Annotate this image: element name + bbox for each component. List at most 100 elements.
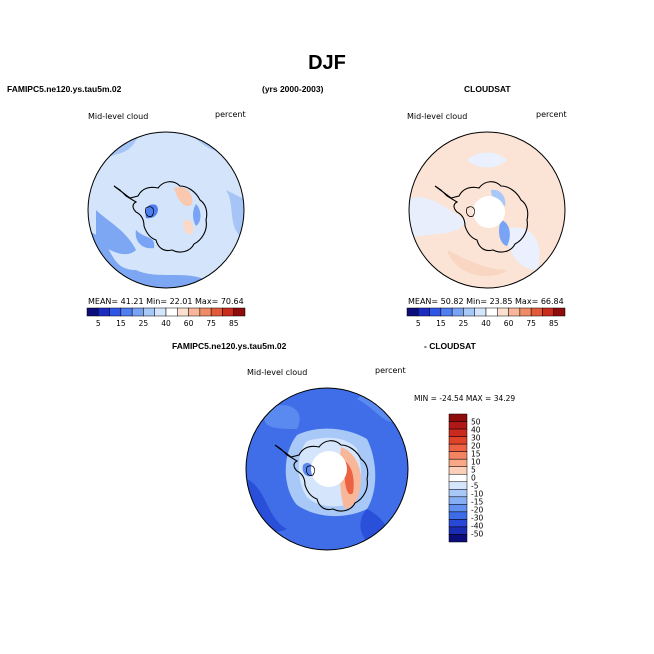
obs-max-value: 66.84 [540,297,564,306]
colorbar-tick-label: 40 [161,319,171,328]
colorbar-swatch [448,451,468,460]
colorbar-swatch [165,307,178,317]
colorbar-swatch [474,307,487,317]
obs-units-label: percent [536,110,567,119]
colorbar-tick-label: 15 [116,319,126,328]
colorbar-swatch [530,307,543,317]
map-fill-region [507,227,540,270]
colorbar-swatch [497,307,509,317]
colorbar-swatch [519,307,532,317]
colorbar-swatch [448,519,468,528]
colorbar-tick-label: 40 [471,426,481,435]
colorbar-tick-label: 5 [416,319,421,328]
colorbar-tick-label: -40 [471,522,483,531]
obs-stats: MEAN= 50.82 Min= 23.85 Max= 66.84 [408,297,564,306]
colorbar-tick-label: 85 [229,319,239,328]
header-years: (yrs 2000-2003) [262,84,324,94]
colorbar-swatch [86,307,99,317]
colorbar-swatch [448,413,468,422]
colorbar-tick-label: 75 [206,319,216,328]
obs-polar-map [408,131,566,289]
colorbar-swatch [109,307,122,317]
colorbar-swatch [448,489,468,498]
page-title: DJF [308,52,346,74]
map-boundary [408,131,566,289]
diff-variable-label: Mid-level cloud [247,368,308,377]
colorbar-swatch [448,421,468,430]
model-max-label: Max= [195,297,219,306]
colorbar-swatch [448,473,468,483]
model-polar-map [87,131,245,289]
map-fill-region [264,405,300,429]
colorbar-tick-label: 15 [436,319,446,328]
colorbar-swatch [440,307,453,317]
colorbar-swatch [448,466,468,475]
colorbar-swatch [448,436,468,445]
map-fill-region [467,152,507,168]
colorbar-swatch [448,526,468,535]
obs-colorbar: 515254060758595 [406,307,566,328]
colorbar-swatch [418,307,430,317]
colorbar-tick-label: -30 [471,514,483,523]
polar-data-gap [311,451,347,487]
model-max-value: 70.64 [220,297,244,306]
colorbar-swatch [463,307,475,317]
colorbar-tick-label: 30 [471,434,481,443]
obs-min-label: Min= [466,297,488,306]
header-obs-name: CLOUDSAT [464,84,511,94]
diff-obs-name: - CLOUDSAT [424,341,476,351]
colorbar-tick-label: 25 [139,319,149,328]
colorbar-swatch [448,534,468,543]
diff-model-name: FAMIPC5.ne120.ys.tau5m.02 [172,341,287,351]
colorbar-swatch [451,307,464,317]
map-boundary [87,131,245,289]
obs-mean-value: 50.82 [440,297,464,306]
diff-units-label: percent [375,366,406,375]
map-fill-region [135,230,155,249]
colorbar-swatch [448,511,468,520]
diff-range-text: MIN = -24.54 MAX = 34.29 [414,394,516,403]
colorbar-swatch [485,307,498,317]
colorbar-swatch [448,496,468,505]
colorbar-swatch [233,307,246,317]
map-fill-region [491,189,506,206]
colorbar-swatch [406,307,419,317]
colorbar-swatch [429,307,442,317]
colorbar-tick-label: 5 [96,319,101,328]
colorbar-tick-label: 0 [471,474,476,483]
colorbar-tick-label: 85 [549,319,559,328]
colorbar-tick-label: 15 [471,450,481,459]
colorbar-swatch [154,307,167,317]
colorbar-swatch [222,307,234,317]
diff-polar-map [245,387,409,551]
colorbar-swatch [177,307,189,317]
colorbar-tick-label: 10 [471,458,481,467]
map-fill-region [226,190,244,240]
model-mean-value: 41.21 [120,297,144,306]
map-fill-region [88,230,244,288]
colorbar-tick-label: -20 [471,506,483,515]
obs-max-label: Max= [515,297,539,306]
header-model-name: FAMIPC5.ne120.ys.tau5m.02 [7,84,122,94]
colorbar-tick-label: 60 [504,319,514,328]
model-mean-label: MEAN= [88,297,119,306]
colorbar-swatch [98,307,110,317]
map-fill-region [302,462,314,477]
colorbar-tick-label: 50 [471,418,481,427]
colorbar-swatch [131,307,144,317]
colorbar-swatch [508,307,521,317]
map-fill-region [145,204,158,219]
colorbar-swatch [120,307,133,317]
colorbar-swatch [542,307,554,317]
colorbar-swatch [199,307,212,317]
model-min-label: Min= [146,297,168,306]
map-fill-region [183,219,194,235]
colorbar-tick-label: 75 [526,319,536,328]
colorbar-swatch [448,458,468,467]
colorbar-tick-label: -50 [471,530,483,539]
colorbar-swatch [448,504,468,513]
map-fill-region [447,250,507,276]
obs-variable-label: Mid-level cloud [407,112,468,121]
model-colorbar: 515254060758595 [86,307,246,328]
map-fill-region [193,204,201,226]
